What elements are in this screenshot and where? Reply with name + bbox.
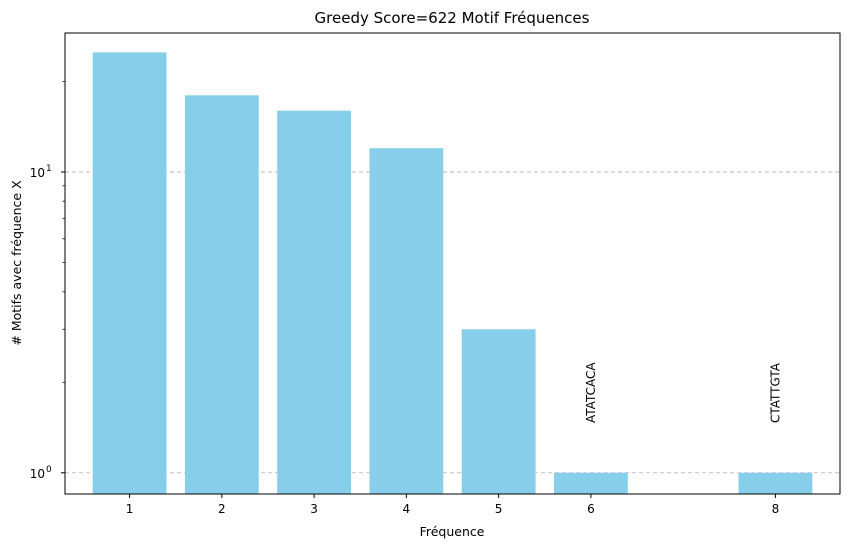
plot-frame <box>64 32 841 495</box>
bar <box>277 110 352 494</box>
x-tick-label: 1 <box>126 502 134 516</box>
x-tick-label: 3 <box>310 502 318 516</box>
y-tick-base: 10 <box>30 166 45 180</box>
chart-title: Greedy Score=622 Motif Fréquences <box>315 9 590 27</box>
x-tick-label: 5 <box>495 502 503 516</box>
x-axis-ticks: 1 2 3 4 5 6 8 <box>126 494 779 516</box>
x-tick-label: 8 <box>772 502 780 516</box>
y-tick-exponent: 0 <box>46 465 52 475</box>
bars-layer <box>92 52 813 495</box>
bar <box>369 148 444 494</box>
bar <box>461 329 536 494</box>
y-axis-label: # Motifs avec fréquence X <box>9 180 24 346</box>
bar-annotation: ATATCACA <box>584 362 598 423</box>
bar <box>553 472 628 494</box>
x-tick-label: 6 <box>587 502 595 516</box>
bar <box>92 52 167 494</box>
bar-annotation: CTATTGTA <box>768 362 782 423</box>
x-tick-label: 4 <box>403 502 411 516</box>
x-tick-label: 2 <box>218 502 226 516</box>
y-tick-label: 10 <box>30 166 45 180</box>
bar <box>738 472 813 494</box>
y-tick-base: 10 <box>30 467 45 481</box>
x-axis-label: Fréquence <box>420 524 485 539</box>
y-tick-exponent: 1 <box>46 164 52 174</box>
bar <box>184 95 259 495</box>
y-tick-label: 10 <box>30 467 45 481</box>
annotations-layer: ATATCACA CTATTGTA <box>584 362 783 423</box>
